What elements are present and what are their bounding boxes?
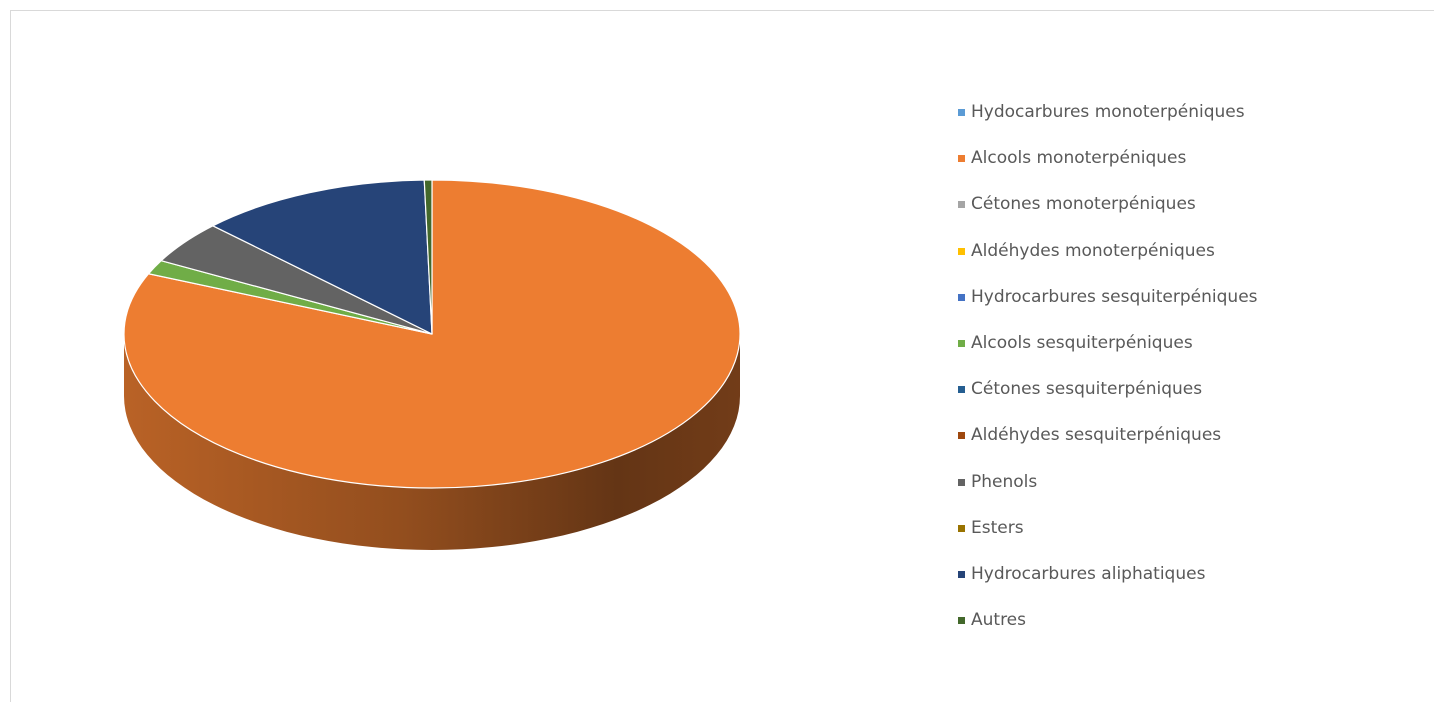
legend-label: Phenols (971, 471, 1038, 492)
pie-chart (123, 179, 741, 550)
legend-item: Aldéhydes monoterpéniques (958, 239, 1258, 285)
legend-swatch (958, 478, 965, 486)
legend: Hydocarbures monoterpéniques Alcools mono… (958, 100, 1258, 654)
legend-swatch (958, 109, 965, 116)
legend-label: Esters (971, 517, 1024, 538)
legend-item: Phenols (958, 470, 1258, 516)
chart-frame (10, 10, 1434, 702)
legend-label: Hydrocarbures aliphatiques (971, 563, 1206, 584)
legend-swatch (958, 201, 965, 209)
legend-item: Hydrocarbures sesquiterpéniques (958, 285, 1258, 331)
legend-label: Cétones monoterpéniques (971, 194, 1196, 215)
legend-item: Cétones sesquiterpéniques (958, 377, 1258, 423)
legend-item: Cétones monoterpéniques (958, 192, 1258, 238)
legend-swatch (958, 339, 965, 347)
legend-swatch (958, 247, 965, 255)
legend-item: Alcools sesquiterpéniques (958, 331, 1258, 377)
legend-label: Alcools sesquiterpéniques (971, 332, 1193, 353)
legend-swatch (958, 524, 965, 532)
legend-label: Hydrocarbures sesquiterpéniques (971, 286, 1258, 307)
legend-label: Cétones sesquiterpéniques (971, 379, 1203, 400)
legend-item: Aldéhydes sesquiterpéniques (958, 423, 1258, 469)
legend-swatch (958, 617, 965, 625)
legend-swatch (958, 293, 965, 301)
legend-label: Aldéhydes monoterpéniques (971, 240, 1215, 261)
pie-slice-11 (423, 179, 433, 335)
legend-label: Autres (971, 610, 1027, 631)
legend-item: Alcools monoterpéniques (958, 146, 1258, 192)
legend-swatch (958, 155, 965, 163)
legend-item: Autres (958, 608, 1258, 654)
legend-swatch (958, 386, 965, 394)
legend-swatch (958, 432, 965, 440)
legend-label: Hydocarbures monoterpéniques (971, 102, 1245, 122)
pie-slice-10 (212, 179, 433, 335)
legend-item: Hydocarbures monoterpéniques (958, 100, 1258, 146)
legend-item: Esters (958, 516, 1258, 562)
legend-label: Alcools monoterpéniques (971, 148, 1187, 169)
pie-side-1 (124, 334, 740, 550)
legend-item: Hydrocarbures aliphatiques (958, 562, 1258, 608)
legend-swatch (958, 570, 965, 578)
legend-label: Aldéhydes sesquiterpéniques (971, 425, 1222, 446)
